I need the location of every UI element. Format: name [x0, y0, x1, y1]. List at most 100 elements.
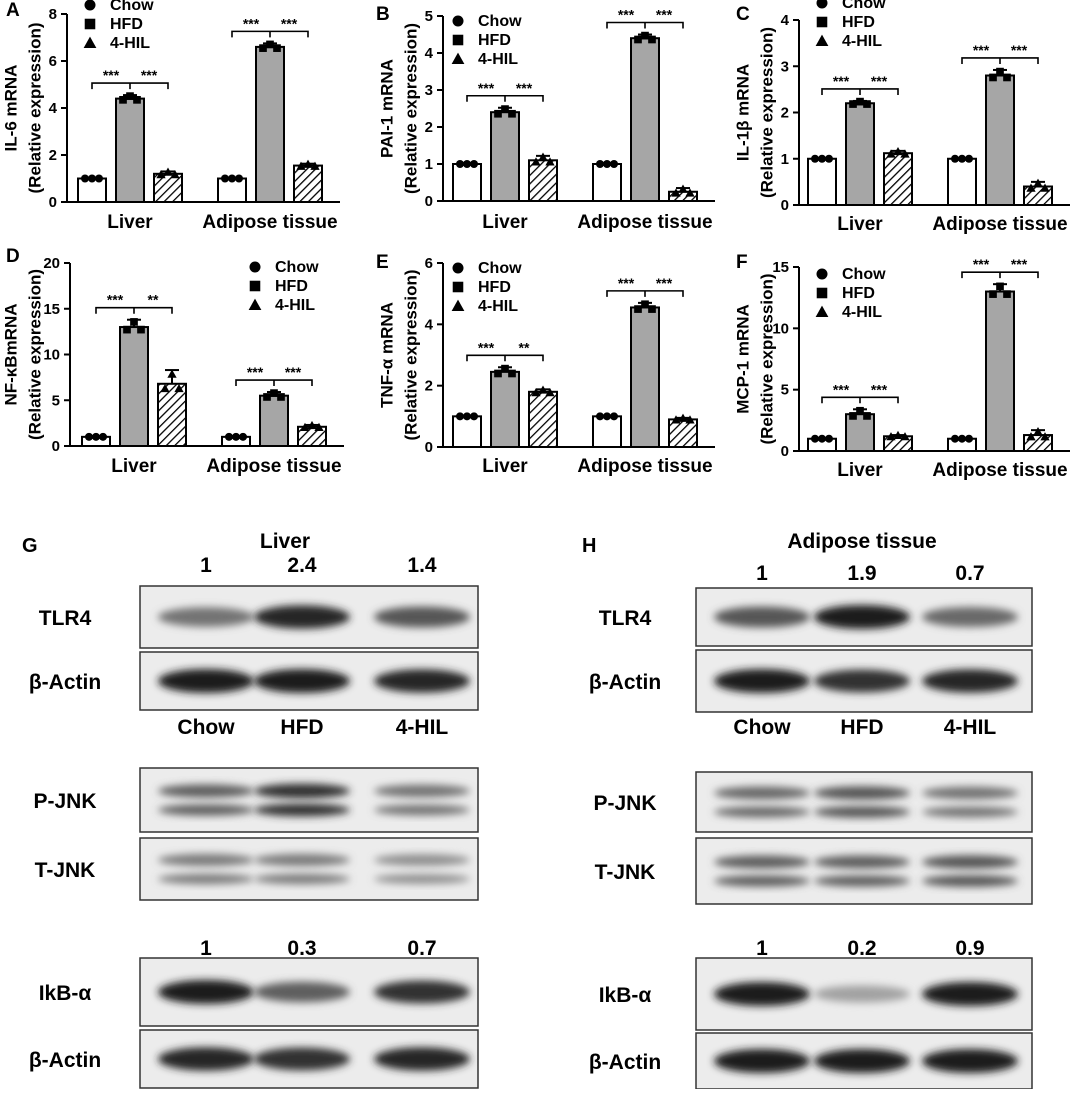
blot-panel-G: GLiver12.41.4TLR4β-ActinChowHFD4-HIL12.8… [22, 530, 479, 1089]
chart-panel-B: B PAI-1 mRNA (Relative expression) 0 1 2 3 4 5 **… [376, 4, 715, 233]
blot-row-label: β-Actin [589, 671, 661, 694]
lane-label: HFD [280, 716, 323, 739]
blot-row-label: β-Actin [29, 1049, 101, 1072]
significance-label: *** [285, 364, 302, 380]
protein-band [714, 982, 810, 1006]
data-point [494, 109, 502, 118]
data-point [88, 174, 96, 183]
y-tick-label: 1 [781, 151, 789, 168]
y-tick-label: 2 [425, 378, 433, 395]
data-point [863, 100, 871, 108]
significance-label: *** [107, 292, 124, 308]
significance-bracket [961, 271, 1039, 279]
blot-row-label: P-JNK [593, 792, 656, 815]
legend-marker [249, 261, 261, 273]
band-ratio-label: 1 [756, 562, 768, 585]
data-point [596, 160, 604, 168]
data-point [303, 159, 313, 168]
panel-letter: E [376, 252, 389, 273]
bar [985, 290, 1015, 452]
y-axis-label: (Relative expression) [401, 269, 420, 440]
protein-band [374, 854, 470, 866]
data-point [470, 412, 478, 421]
x-category-label: Adipose tissue [577, 456, 712, 477]
protein-band [922, 875, 1018, 887]
protein-band [374, 804, 470, 816]
band-ratio-label: 2.4 [287, 554, 317, 577]
bar [255, 45, 285, 204]
y-axis-label: PAI-1 mRNA [377, 59, 396, 158]
bar [115, 97, 145, 203]
data-point [856, 97, 864, 106]
protein-band [922, 1049, 1018, 1073]
data-point [545, 157, 555, 166]
band-ratio-label: 0.2 [847, 937, 876, 960]
data-point [225, 432, 233, 441]
x-category-label: Adipose tissue [577, 212, 712, 233]
bar [119, 326, 149, 447]
significance-label: *** [247, 364, 264, 380]
protein-band [814, 786, 910, 800]
protein-band [814, 669, 910, 693]
x-category-label: Adipose tissue [202, 212, 337, 233]
data-point [92, 432, 100, 441]
legend-label: Chow [842, 266, 886, 283]
legend-marker [84, 18, 96, 30]
data-point [314, 422, 324, 432]
protein-band [922, 855, 1018, 869]
x-category-label: Liver [837, 214, 883, 235]
data-point [470, 160, 478, 168]
significance-label: *** [1011, 42, 1028, 58]
protein-band [374, 606, 470, 628]
y-tick-label: 3 [425, 82, 433, 99]
data-point [137, 325, 145, 334]
band-ratio-label: 0.9 [955, 937, 984, 960]
legend-marker [452, 15, 464, 27]
data-point [463, 160, 471, 168]
bar [293, 164, 323, 203]
y-tick-label: 0 [49, 194, 57, 211]
data-point [603, 160, 611, 168]
protein-band [158, 1047, 254, 1071]
significance-bracket [606, 21, 684, 29]
significance-label: *** [618, 7, 635, 23]
legend-label: Chow [478, 260, 522, 277]
y-tick-label: 8 [49, 6, 57, 23]
significance-label: ** [519, 339, 530, 355]
protein-band [922, 806, 1018, 818]
data-point [1026, 183, 1036, 192]
protein-band [814, 1049, 910, 1073]
legend-marker [84, 0, 96, 11]
band-ratio-label: 0.7 [407, 937, 436, 960]
y-tick-label: 10 [772, 320, 789, 337]
protein-band [158, 980, 254, 1004]
data-point [170, 169, 180, 179]
data-point [603, 412, 611, 421]
significance-bracket [91, 82, 169, 90]
data-point [266, 40, 274, 49]
blot-membrane [139, 767, 479, 833]
y-tick-label: 4 [781, 12, 790, 29]
y-axis-label: TNF-α mRNA [377, 302, 396, 408]
significance-label: *** [141, 67, 158, 83]
protein-band [254, 803, 350, 817]
data-point [263, 393, 271, 401]
protein-band [714, 806, 810, 818]
protein-band [922, 607, 1018, 627]
data-point [133, 95, 141, 104]
data-point [545, 388, 555, 397]
data-point [678, 413, 688, 422]
y-tick-label: 5 [425, 8, 433, 25]
data-point [863, 412, 871, 420]
significance-label: *** [516, 80, 533, 96]
significance-bracket [821, 88, 899, 95]
data-point [634, 35, 642, 44]
protein-band [158, 607, 254, 627]
blot-membrane [139, 837, 479, 901]
legend-label: HFD [110, 16, 143, 33]
x-category-label: Liver [482, 212, 528, 233]
data-point [531, 388, 541, 397]
data-point [239, 432, 247, 441]
data-point [160, 383, 170, 393]
significance-label: *** [833, 381, 850, 397]
